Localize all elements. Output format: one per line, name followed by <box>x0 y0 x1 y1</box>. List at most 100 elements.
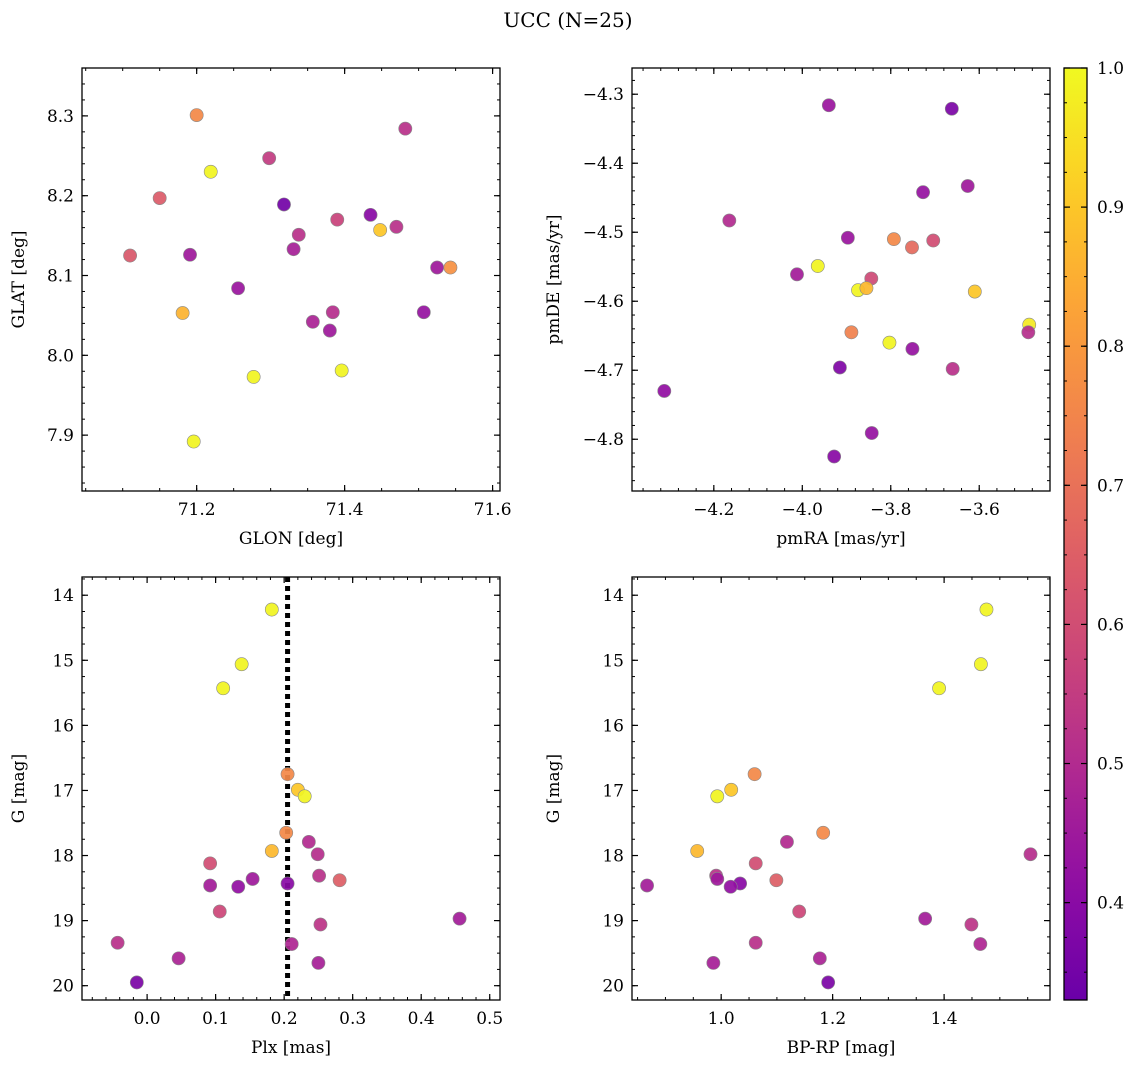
data-point <box>212 904 227 919</box>
data-point <box>330 212 345 227</box>
x-axis-label: GLON [deg] <box>239 529 343 549</box>
data-point <box>905 341 920 356</box>
y-tick-label: −4.5 <box>583 223 624 243</box>
data-point <box>832 360 847 375</box>
data-point <box>203 164 218 179</box>
data-point <box>864 426 879 440</box>
data-point <box>175 306 190 320</box>
data-point <box>827 449 842 464</box>
data-point <box>780 834 794 849</box>
data-point <box>960 179 975 193</box>
x-tick-label: −3.8 <box>870 500 911 520</box>
data-point <box>234 657 249 672</box>
y-axis-label: G [mag] <box>9 754 29 823</box>
axes-frame <box>631 67 1051 492</box>
data-point <box>322 323 337 338</box>
y-tick-label: −4.6 <box>583 292 624 312</box>
axes-frame <box>631 576 1051 1001</box>
data-point <box>129 975 144 990</box>
data-point <box>203 856 218 871</box>
x-tick-label: −4.2 <box>693 500 734 520</box>
data-point <box>231 879 246 894</box>
y-axis-label: pmDE [mas/yr] <box>544 214 564 344</box>
data-point <box>840 230 855 245</box>
x-tick-label: −3.6 <box>959 500 1000 520</box>
data-point <box>821 975 836 990</box>
colorbar-tick-label: 0.9 <box>1097 198 1124 218</box>
data-point <box>280 767 295 782</box>
y-axis-label: G [mag] <box>544 754 564 823</box>
y-tick-label: 8.3 <box>47 107 74 127</box>
y-tick-label: 15 <box>602 651 624 671</box>
data-point <box>231 281 246 296</box>
panel-1: 71.2 71.4 71.6 7.9 8.0 8.1 8.2 8.3 GLON [deg] GLA… <box>9 67 512 549</box>
colorbar: 0.4 0.5 0.6 0.7 0.8 0.9 1.0 <box>1063 59 1124 1001</box>
data-point <box>152 191 167 205</box>
y-tick-label: 14 <box>602 586 624 606</box>
data-point <box>301 834 316 849</box>
colorbar-tick-label: 0.8 <box>1097 337 1124 357</box>
data-point <box>1023 847 1038 862</box>
y-tick-label: −4.3 <box>583 85 624 105</box>
y-tick-label: 17 <box>602 781 624 801</box>
x-tick-label: 71.6 <box>474 500 512 520</box>
x-tick-label: 1.4 <box>931 1009 958 1029</box>
data-point <box>171 951 186 966</box>
data-point <box>291 227 306 242</box>
y-tick-label: 18 <box>52 847 74 867</box>
x-tick-label: −4.0 <box>782 500 823 520</box>
data-point <box>286 242 301 257</box>
data-point <box>640 878 654 893</box>
y-tick-label: 8.0 <box>47 346 74 366</box>
colorbar-tick-label: 0.5 <box>1097 755 1124 775</box>
x-tick-label: 71.2 <box>178 500 216 520</box>
figure-title: UCC (N=25) <box>503 8 633 32</box>
data-point <box>859 281 874 296</box>
panel-2: −4.2 −4.0 −3.8 −3.6 −4.8 −4.7 −4.6 −4.5 −4.4 −4.3… <box>544 67 1051 549</box>
data-point <box>706 956 721 970</box>
data-point <box>203 878 218 893</box>
data-point <box>305 314 320 329</box>
y-tick-label: 20 <box>602 977 624 997</box>
data-point <box>264 602 279 617</box>
data-point <box>313 917 328 932</box>
data-point <box>1021 325 1036 340</box>
colorbar-tick-label: 0.4 <box>1097 894 1124 914</box>
data-point <box>769 873 784 888</box>
data-point <box>312 868 326 883</box>
y-tick-label: 18 <box>602 847 624 867</box>
data-point <box>722 213 737 228</box>
data-point <box>123 248 137 263</box>
y-tick-label: 19 <box>602 912 624 932</box>
data-point <box>311 956 326 970</box>
data-point <box>373 223 388 237</box>
y-tick-label: 8.2 <box>47 187 74 207</box>
data-point <box>821 98 836 113</box>
data-point <box>967 284 982 299</box>
panel-4: 1.0 1.2 1.4 14 15 16 17 18 19 20 BP-RP [mag] G [mag… <box>544 576 1051 1058</box>
data-point <box>277 197 291 212</box>
data-point <box>183 247 197 262</box>
colorbar-tick-label: 0.7 <box>1097 476 1124 496</box>
data-point <box>905 240 919 255</box>
data-point <box>723 879 738 894</box>
y-tick-label: −4.7 <box>583 361 624 381</box>
data-point <box>110 935 125 950</box>
axes-frame <box>81 67 501 492</box>
colorbar-frame <box>1063 67 1088 1001</box>
data-point <box>416 305 431 320</box>
data-point <box>973 937 988 951</box>
data-point <box>932 681 946 696</box>
data-point <box>246 369 261 384</box>
data-point <box>710 872 725 886</box>
data-point <box>657 384 672 398</box>
data-point <box>310 847 325 862</box>
data-point <box>812 951 827 966</box>
data-point <box>325 305 340 320</box>
data-point <box>964 917 979 932</box>
data-point <box>790 267 804 282</box>
data-point <box>882 335 897 350</box>
data-point <box>216 681 231 696</box>
x-axis-label: BP-RP [mag] <box>787 1038 896 1058</box>
